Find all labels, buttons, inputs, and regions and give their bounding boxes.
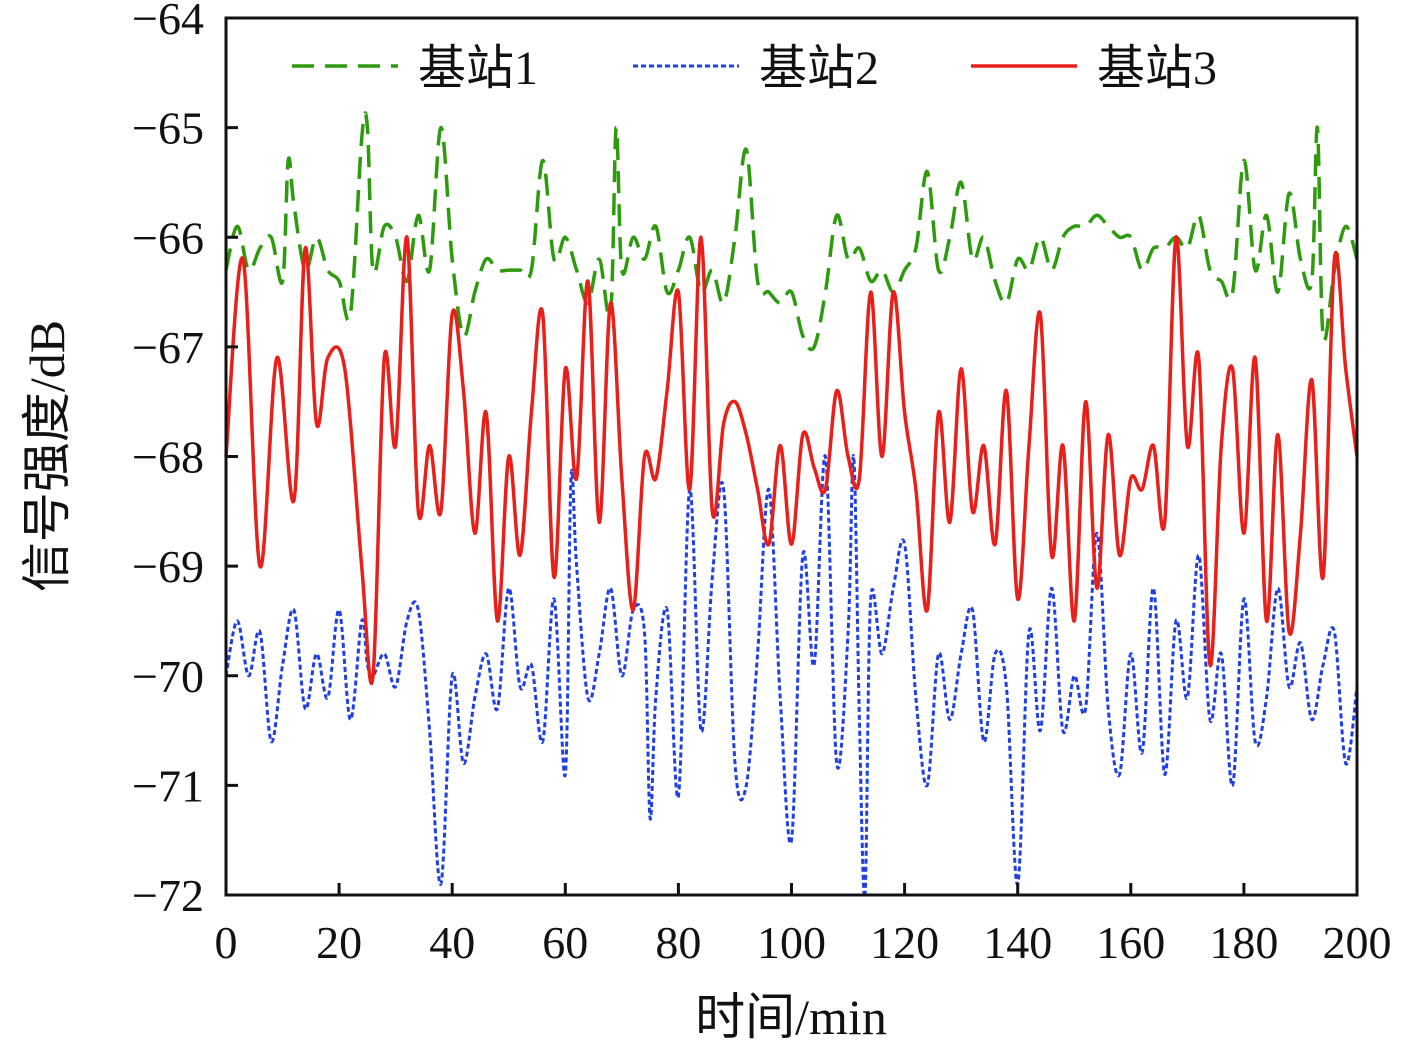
series-line-1	[224, 111, 1359, 352]
y-tick-label: −71	[132, 760, 204, 811]
x-tick-label: 100	[757, 917, 826, 968]
y-tick-label: −70	[132, 651, 204, 702]
x-tick-label: 140	[983, 917, 1052, 968]
series-layer	[224, 111, 1359, 899]
legend-label-series-3: 基站3	[1097, 42, 1217, 95]
y-tick-label: −68	[132, 432, 204, 483]
legend: 基站1 基站2 基站3	[292, 42, 1217, 95]
x-axis-title: 时间/min	[695, 989, 887, 1042]
x-tick-label: 120	[870, 917, 939, 968]
series-line-2	[224, 454, 1359, 899]
x-tick-label: 20	[316, 917, 362, 968]
x-tick-label: 180	[1209, 917, 1278, 968]
x-tick-label: 160	[1096, 917, 1165, 968]
legend-label-series-2: 基站2	[759, 42, 879, 95]
x-tick-label: 200	[1323, 917, 1392, 968]
y-tick-label: −65	[132, 103, 204, 154]
y-tick-label: −72	[132, 870, 204, 921]
x-tick-label: 60	[542, 917, 588, 968]
x-tick-label: 40	[429, 917, 475, 968]
y-tick-label: −67	[132, 322, 204, 373]
y-tick-label: −69	[132, 541, 204, 592]
y-tick-label: −66	[132, 212, 204, 263]
y-tick-label: −64	[132, 0, 204, 44]
series-line-3	[224, 235, 1359, 686]
legend-label-series-1: 基站1	[418, 42, 538, 95]
x-tick-label: 80	[655, 917, 701, 968]
y-axis-title: 信号强度/dB	[19, 320, 75, 592]
x-tick-label: 0	[215, 917, 238, 968]
tick-layer: 0 20 40 60 80 100 120 140 160 180 200 −72 −71 −70 −69 −…	[132, 0, 1391, 968]
